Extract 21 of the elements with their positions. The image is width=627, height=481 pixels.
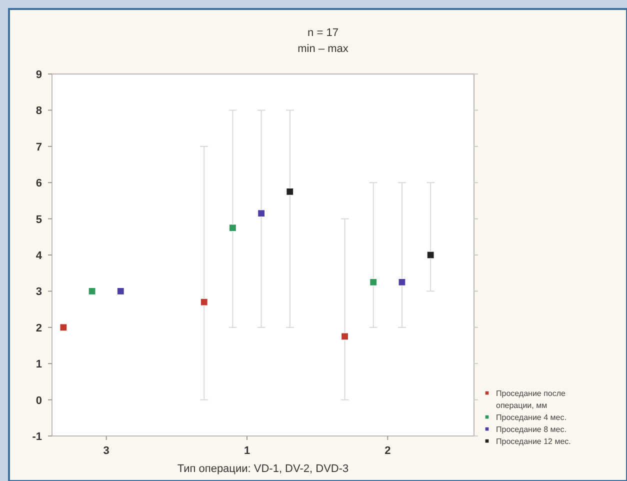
y-tick-label: 8	[36, 105, 42, 118]
legend-label: Проседание 8 мес.	[496, 425, 566, 434]
y-tick-label: 0	[36, 394, 42, 407]
legend-label: Проседание после операции, мм	[496, 389, 566, 410]
y-tick-label: 1	[36, 358, 42, 371]
y-tick-label: 4	[36, 250, 43, 262]
y-tick-label: -1	[32, 431, 42, 443]
legend-label: Проседание 4 мес.	[496, 413, 566, 422]
y-tick-label: 5	[36, 214, 42, 226]
x-axis-title: Тип операции: VD-1, DV-2, DVD-3	[177, 463, 349, 475]
y-tick-label: 7	[36, 141, 42, 154]
y-tick-label: 6	[36, 178, 42, 190]
x-tick-label: 1	[244, 445, 250, 457]
legend-label: Проседание 12 мес.	[496, 437, 571, 446]
chart-subtitle: min – max	[298, 43, 349, 55]
x-tick-label: 3	[103, 445, 110, 457]
y-tick-label: 9	[36, 69, 42, 81]
chart-title: n = 17	[308, 27, 338, 39]
y-tick-label: 3	[36, 286, 42, 298]
x-tick-label: 2	[384, 445, 391, 457]
y-tick-label: 2	[36, 322, 42, 334]
